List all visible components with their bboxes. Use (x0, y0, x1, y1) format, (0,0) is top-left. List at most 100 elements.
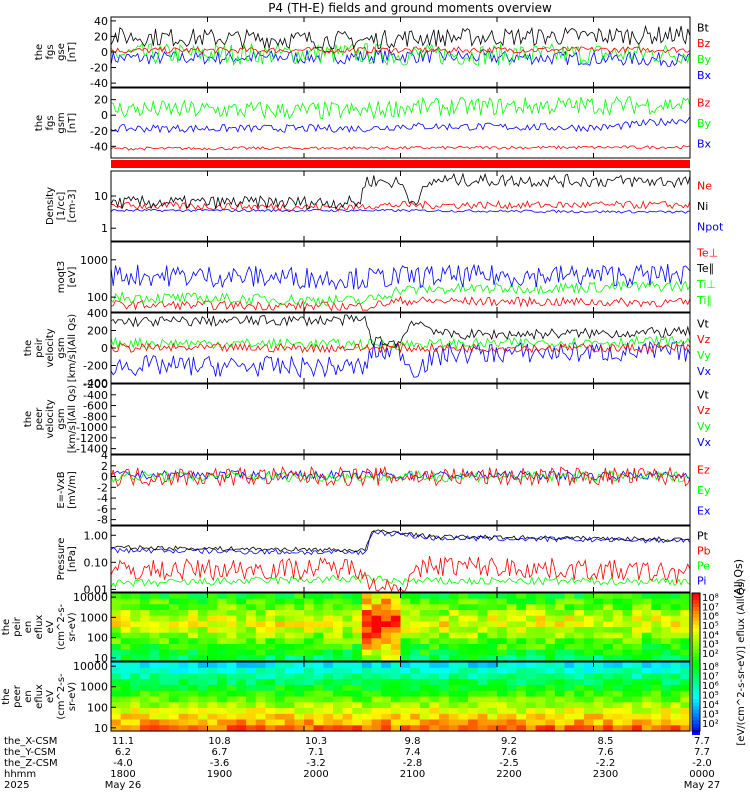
heatmap-cell (468, 708, 479, 715)
heatmap-cell (275, 638, 286, 645)
heatmap-cell (574, 649, 585, 656)
heatmap-cell (419, 638, 430, 645)
heatmap-cell (159, 610, 170, 617)
heatmap-cell (516, 719, 527, 726)
heatmap-cell (526, 638, 537, 645)
colorbar-band (692, 709, 700, 714)
heatmap-cell (603, 719, 614, 726)
heatmap-cell (526, 667, 537, 675)
heatmap-cell (207, 708, 218, 715)
heatmap-cell (207, 713, 218, 721)
heatmap-cell (120, 708, 131, 715)
heatmap-cell (612, 690, 623, 698)
heatmap-cell (159, 667, 170, 675)
heatmap-cell (304, 708, 315, 715)
heatmap-cell (352, 725, 363, 732)
heatmap-cell (641, 598, 652, 605)
heatmap-cell (236, 673, 247, 680)
heatmap-cell (342, 649, 353, 656)
heatmap-cell (487, 667, 498, 675)
heatmap-cell (448, 621, 459, 628)
heatmap-cell (255, 679, 266, 686)
heatmap-cell (651, 673, 662, 680)
legend-entry: Pt (697, 530, 709, 543)
heatmap-cell (333, 685, 344, 692)
heatmap-cell (381, 708, 392, 715)
heatmap-cell (168, 610, 180, 617)
heatmap-cell (139, 649, 151, 656)
heatmap-cell (487, 702, 498, 709)
heatmap-cell (246, 690, 257, 698)
series-line (110, 295, 691, 312)
heatmap-cell (545, 702, 556, 709)
heatmap-cell (130, 719, 141, 726)
heatmap-cell (400, 655, 411, 662)
heatmap-cell (246, 679, 257, 686)
heatmap-cell (622, 649, 633, 656)
heatmap-cell (545, 679, 556, 686)
heatmap-cell (564, 673, 575, 680)
heatmap-cell (275, 610, 286, 617)
heatmap-cell (333, 696, 344, 703)
y-tick-label: 100 (87, 632, 108, 645)
heatmap-cell (207, 610, 218, 617)
heatmap-cell (207, 632, 218, 639)
heatmap-cell (381, 679, 392, 686)
legend-entry: Vt (697, 388, 710, 401)
heatmap-cell (159, 638, 170, 645)
heatmap-cell (149, 725, 160, 732)
colorbar-band (692, 674, 700, 679)
heatmap-cell (603, 702, 614, 709)
heatmap-cell (246, 604, 257, 611)
heatmap-cell (622, 673, 633, 680)
heatmap-cell (265, 598, 276, 605)
heatmap-cell (477, 662, 488, 669)
heatmap-cell (120, 632, 131, 639)
heatmap-cell (371, 644, 382, 651)
heatmap-cell (497, 655, 508, 662)
heatmap-cell (468, 627, 479, 634)
heatmap-cell (680, 696, 691, 703)
y-axis-label: E=-VxB (56, 471, 67, 508)
heatmap-cell (226, 702, 237, 709)
heatmap-cell (603, 662, 614, 669)
heatmap-cell (381, 696, 392, 703)
y-tick-label: 40 (94, 15, 108, 28)
heatmap-cell (574, 713, 585, 721)
heatmap-cell (304, 610, 315, 617)
heatmap-cell (333, 702, 344, 709)
heatmap-cell (439, 667, 450, 675)
heatmap-cell (535, 679, 546, 686)
heatmap-cell (564, 655, 575, 662)
heatmap-cell (458, 655, 469, 662)
heatmap-cell (207, 593, 218, 600)
heatmap-cell (178, 667, 189, 675)
heatmap-cell (651, 667, 662, 675)
heatmap-cell (352, 649, 363, 656)
heatmap-cell (246, 673, 257, 680)
heatmap-cell (641, 621, 652, 628)
heatmap-cell (680, 667, 691, 675)
heatmap-cell (583, 708, 595, 715)
heatmap-cell (661, 685, 672, 692)
heatmap-cell (246, 662, 257, 669)
heatmap-cell (226, 673, 237, 680)
heatmap-cell (342, 725, 353, 732)
heatmap-cell (574, 655, 585, 662)
heatmap-cell (477, 638, 488, 645)
heatmap-cell (255, 621, 266, 628)
heatmap-cell (361, 662, 373, 669)
heatmap-cell (632, 593, 643, 600)
heatmap-cell (439, 655, 450, 662)
heatmap-cell (410, 610, 421, 617)
heatmap-cell (275, 690, 286, 698)
heatmap-cell (468, 719, 479, 726)
heatmap-cell (178, 649, 189, 656)
heatmap-cell (294, 696, 305, 703)
heatmap-cell (342, 662, 353, 669)
heatmap-cell (381, 615, 392, 622)
heatmap-cell (593, 696, 604, 703)
heatmap-cell (410, 690, 421, 698)
heatmap-cell (217, 593, 228, 600)
